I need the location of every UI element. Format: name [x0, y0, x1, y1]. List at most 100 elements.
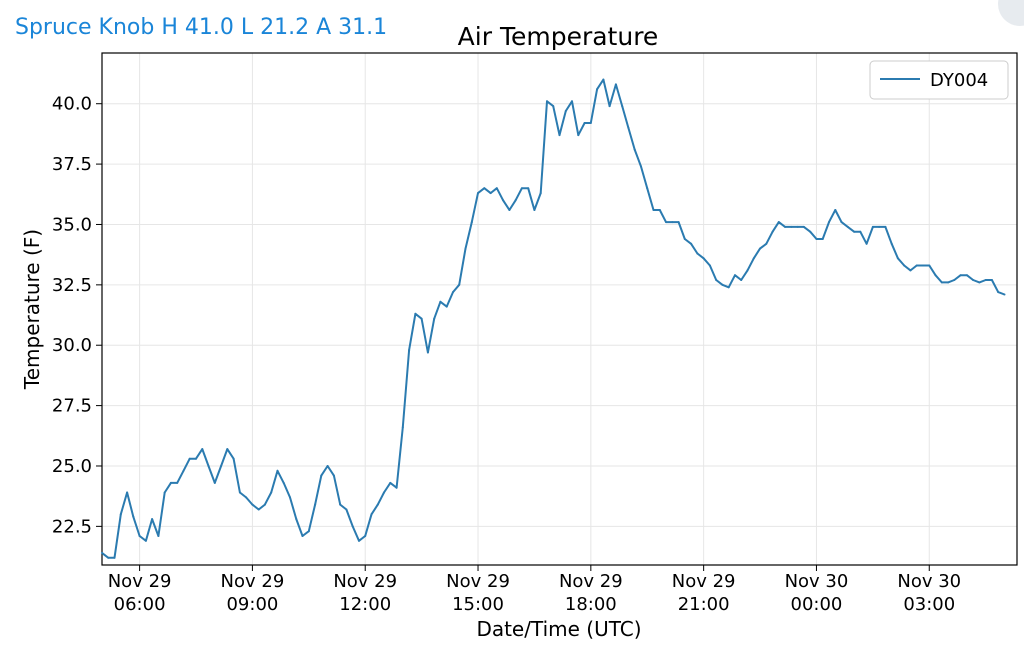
y-tick-label: 27.5	[52, 396, 92, 417]
data-point	[658, 209, 661, 211]
data-point	[652, 209, 655, 211]
data-point	[276, 469, 279, 472]
x-tick-time-label: 15:00	[452, 594, 504, 615]
data-point	[126, 491, 129, 494]
data-point	[934, 274, 937, 277]
data-point	[339, 503, 342, 506]
data-point	[583, 122, 586, 124]
x-tick-time-label: 00:00	[791, 594, 843, 615]
data-point	[514, 199, 517, 202]
data-point	[495, 187, 498, 190]
data-point	[426, 351, 429, 354]
data-point	[445, 305, 448, 308]
data-point	[633, 148, 636, 151]
station-summary-label: Spruce Knob H 41.0 L 21.2 A 31.1	[15, 15, 388, 40]
y-tick-label: 32.5	[52, 275, 92, 296]
data-point	[984, 279, 987, 281]
data-point	[784, 225, 787, 228]
data-point	[746, 269, 749, 272]
data-point	[627, 126, 630, 129]
data-point	[614, 83, 617, 86]
data-point	[909, 269, 912, 272]
data-point	[232, 457, 235, 460]
series-line-dy004	[101, 78, 1005, 559]
data-point	[163, 491, 166, 494]
data-point	[671, 221, 674, 224]
y-tick-label: 37.5	[52, 154, 92, 175]
x-tick-date-label: Nov 29	[221, 571, 285, 592]
x-tick-date-label: Nov 30	[785, 571, 849, 592]
data-point	[1003, 293, 1006, 296]
data-point	[157, 535, 160, 537]
data-point	[539, 192, 542, 195]
data-point	[878, 225, 881, 228]
data-point	[119, 513, 122, 516]
data-point	[915, 264, 918, 267]
data-point	[558, 134, 561, 137]
data-point	[101, 551, 103, 554]
x-tick-time-label: 09:00	[226, 594, 278, 615]
data-point	[621, 105, 624, 108]
data-point	[759, 247, 761, 250]
data-point	[326, 465, 329, 467]
data-point	[345, 508, 348, 511]
data-point	[734, 274, 736, 277]
data-point	[596, 88, 599, 91]
data-point	[834, 209, 837, 211]
data-point	[959, 274, 962, 277]
data-point	[314, 503, 317, 506]
grid	[102, 53, 1017, 565]
data-point	[702, 257, 705, 260]
data-point	[777, 221, 780, 224]
series-layer	[101, 78, 1006, 559]
data-point	[871, 225, 874, 228]
data-point	[452, 291, 454, 294]
data-point	[439, 300, 442, 303]
data-point	[307, 530, 310, 533]
data-point	[683, 238, 686, 240]
data-point	[965, 274, 968, 277]
x-tick-date-label: Nov 29	[672, 571, 736, 592]
data-point	[195, 457, 197, 460]
data-point	[809, 230, 812, 233]
data-point	[520, 187, 523, 190]
data-point	[282, 481, 285, 484]
data-point	[464, 247, 467, 250]
data-point	[169, 481, 172, 484]
data-point	[715, 279, 718, 281]
data-point	[144, 539, 147, 542]
data-point	[853, 230, 856, 233]
data-point	[640, 165, 642, 168]
data-point	[364, 535, 367, 537]
x-tick-time-label: 21:00	[678, 594, 730, 615]
data-point	[201, 448, 204, 451]
data-point	[433, 317, 436, 320]
y-tick-label: 22.5	[52, 516, 92, 537]
data-point	[947, 281, 950, 284]
data-point	[370, 513, 373, 516]
x-tick-date-label: Nov 30	[897, 571, 961, 592]
data-point	[263, 503, 266, 506]
y-axis-ticks: 22.5 25.0 27.5 30.0 32.5 35.0 37.5 40.0	[52, 94, 102, 537]
data-point	[238, 491, 241, 494]
data-point	[332, 474, 335, 477]
data-point	[690, 242, 693, 245]
data-point	[552, 105, 555, 108]
legend-box	[869, 60, 1009, 100]
data-point	[928, 264, 931, 267]
data-point	[351, 525, 354, 528]
data-point	[358, 539, 360, 542]
data-point	[401, 426, 404, 429]
data-point	[383, 491, 385, 494]
data-point	[295, 518, 298, 521]
data-point	[289, 496, 291, 499]
legend-label-dy004: DY004	[930, 70, 988, 91]
data-point	[865, 242, 868, 245]
y-tick-label: 30.0	[52, 335, 92, 356]
y-tick-label: 40.0	[52, 94, 92, 115]
data-point	[665, 221, 667, 224]
x-axis-label: Date/Time (UTC)	[476, 617, 641, 641]
data-point	[771, 230, 774, 233]
data-point	[564, 110, 567, 112]
